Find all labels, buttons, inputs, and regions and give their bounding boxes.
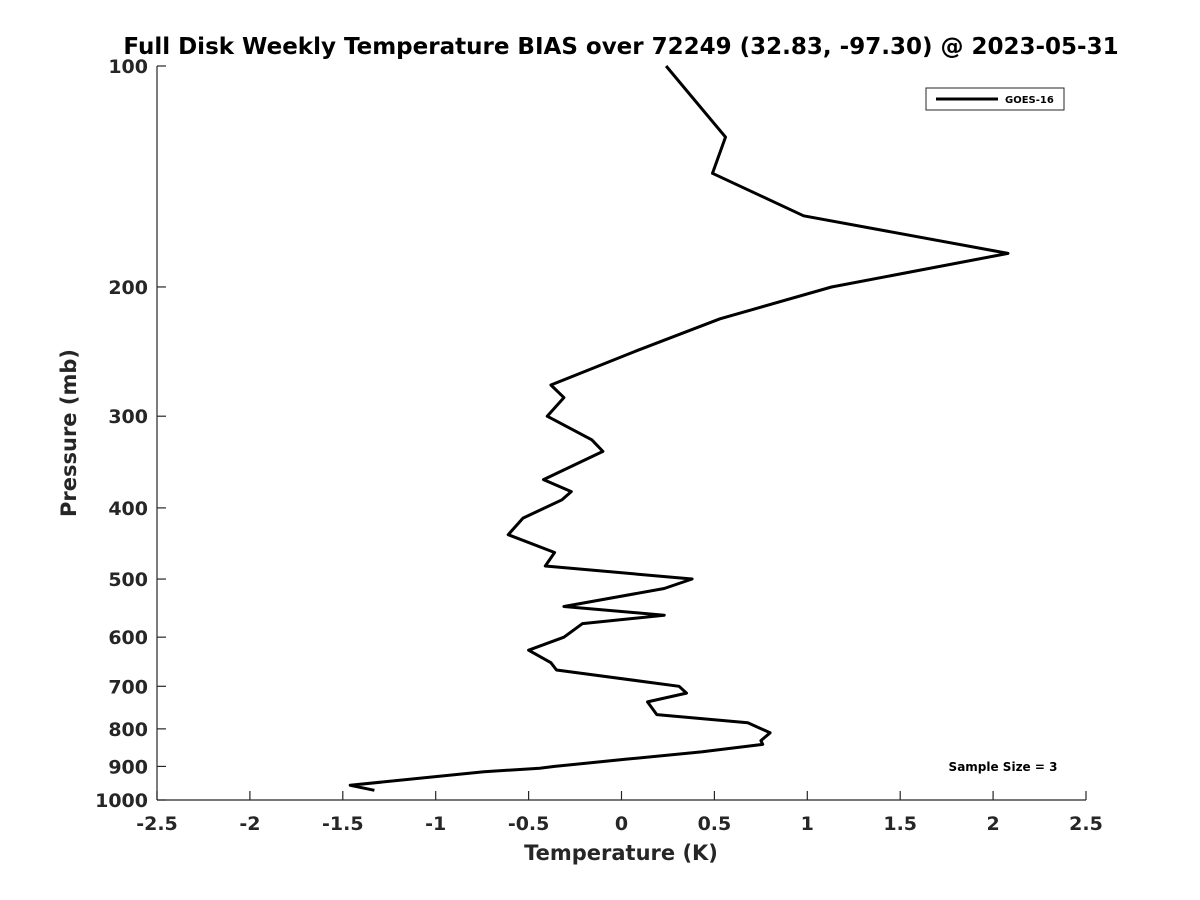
y-tick-label: 800 [108,719,148,741]
chart-title: Full Disk Weekly Temperature BIAS over 7… [123,34,1118,60]
y-tick-label: 1000 [95,790,148,812]
y-axis-ticks: 100 200 300 400 500 600 700 800 900 1000 [95,56,166,812]
x-tick-label: -1.5 [322,813,364,835]
x-tick-label: -0.5 [508,813,550,835]
x-tick-label: -1 [425,813,446,835]
sample-size-annotation: Sample Size = 3 [949,760,1058,774]
y-tick-label: 100 [108,56,148,78]
x-axis-label: Temperature (K) [524,841,718,865]
x-tick-label: -2.5 [136,813,178,835]
legend-label-goes-16: GOES-16 [1005,95,1054,106]
series-layer [348,65,1010,792]
y-tick-label: 600 [108,627,148,649]
x-tick-label: 2.5 [1069,813,1103,835]
y-tick-label: 700 [108,676,148,698]
y-tick-label: 300 [108,406,148,428]
x-tick-label: 0.5 [698,813,732,835]
x-tick-label: -2 [239,813,260,835]
plot-area [156,66,1086,801]
x-axis-ticks: -2.5 -2 -1.5 -1 -0.5 0 0.5 1 1.5 2 2.5 [136,791,1103,835]
x-tick-label: 2 [986,813,999,835]
x-tick-label: 0 [615,813,628,835]
y-tick-label: 900 [108,756,148,778]
x-tick-label: 1 [801,813,814,835]
y-tick-label: 500 [108,569,148,591]
series-line-goes-16 [348,65,1010,792]
y-tick-label: 200 [108,277,148,299]
x-tick-label: 1.5 [883,813,917,835]
y-tick-label: 400 [108,498,148,520]
y-axis-label: Pressure (mb) [57,349,81,517]
legend: GOES-16 [925,87,1065,111]
